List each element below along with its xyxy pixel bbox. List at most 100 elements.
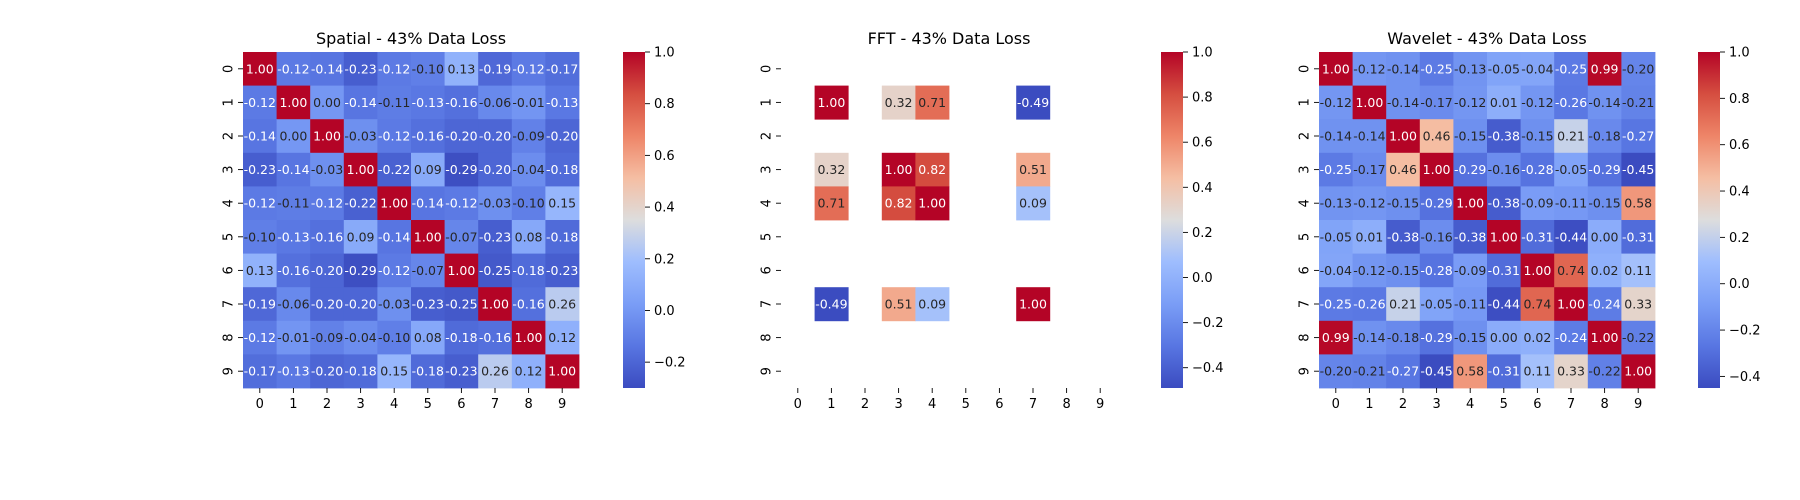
y-tick-label: 3 bbox=[1298, 165, 1313, 173]
x-tick-label: 4 bbox=[928, 397, 936, 412]
cell-value-label: -0.18 bbox=[546, 229, 578, 244]
heatmap-cell bbox=[377, 52, 412, 86]
heatmap-cell bbox=[511, 287, 546, 322]
colorbar-tick-label: 1.0 bbox=[654, 46, 675, 61]
y-tick-label: 6 bbox=[1298, 266, 1313, 274]
cell-value-label: 0.71 bbox=[817, 196, 845, 211]
cell-value-label: -0.23 bbox=[344, 61, 376, 76]
cell-value-label: -0.14 bbox=[277, 162, 309, 177]
colorbar-tick-label: −0.4 bbox=[1192, 361, 1224, 376]
cell-value-label: -0.25 bbox=[479, 263, 511, 278]
cell-value-label: -0.03 bbox=[479, 196, 511, 211]
cell-value-label: -0.04 bbox=[512, 162, 544, 177]
y-tick-label: 1 bbox=[760, 98, 775, 106]
heatmap-cell bbox=[1319, 152, 1353, 187]
y-tick-label: 2 bbox=[1298, 132, 1313, 140]
cell-value-label: -0.23 bbox=[244, 162, 276, 177]
heatmap-cell bbox=[411, 287, 445, 322]
x-tick-label: 7 bbox=[1029, 397, 1037, 412]
heatmap-cell bbox=[1487, 152, 1521, 187]
heatmap-cell bbox=[511, 253, 546, 288]
cell-value-label: 1.00 bbox=[380, 196, 408, 211]
cell-value-label: -0.18 bbox=[412, 364, 444, 379]
heatmap-cell bbox=[377, 220, 412, 254]
heatmap-cell bbox=[343, 320, 378, 355]
cell-value-label: 1.00 bbox=[1624, 364, 1652, 379]
heatmap-cell bbox=[545, 287, 580, 322]
heatmap-cell bbox=[1016, 186, 1051, 221]
cell-value-label: 0.51 bbox=[885, 297, 913, 312]
heatmap-cell bbox=[545, 52, 580, 86]
heatmap-cell bbox=[511, 119, 546, 154]
cell-value-label: -0.44 bbox=[1555, 229, 1587, 244]
heatmap-cell bbox=[411, 85, 445, 120]
heatmap-cell bbox=[444, 52, 479, 86]
heatmap-cell bbox=[1453, 253, 1488, 288]
heatmap-cell bbox=[1587, 287, 1622, 322]
colorbar-tick-label: 0.2 bbox=[654, 252, 675, 267]
heatmap-cell bbox=[511, 354, 546, 389]
heatmap-cell bbox=[1554, 52, 1589, 86]
cell-value-label: 0.00 bbox=[313, 95, 341, 110]
cell-value-label: 0.32 bbox=[817, 162, 845, 177]
x-tick-label: 0 bbox=[1332, 397, 1340, 412]
cell-value-label: -0.16 bbox=[277, 263, 309, 278]
heatmap-cell bbox=[1352, 85, 1387, 120]
cell-value-label: 1.00 bbox=[1423, 162, 1451, 177]
cell-value-label: -0.17 bbox=[244, 364, 276, 379]
cell-value-label: -0.14 bbox=[311, 61, 343, 76]
heatmap-cell bbox=[1386, 152, 1421, 187]
cell-value-label: -0.38 bbox=[1387, 229, 1419, 244]
colorbar-tick-label: 0.4 bbox=[1729, 185, 1750, 200]
cell-value-label: -0.38 bbox=[1488, 129, 1520, 144]
cell-value-label: -0.31 bbox=[1521, 229, 1553, 244]
cell-value-label: -0.45 bbox=[1420, 364, 1452, 379]
heatmap-cell bbox=[411, 253, 445, 288]
cell-value-label: 0.00 bbox=[1591, 229, 1619, 244]
heatmap-cell bbox=[1386, 287, 1421, 322]
heatmap-cell bbox=[1487, 85, 1521, 120]
chart-title: Wavelet - 43% Data Loss bbox=[1387, 29, 1586, 48]
cell-value-label: -0.29 bbox=[344, 263, 376, 278]
cell-value-label: 0.09 bbox=[347, 229, 375, 244]
cell-value-label: -0.03 bbox=[378, 297, 410, 312]
colorbar-tick-label: 0.2 bbox=[1729, 231, 1750, 246]
cell-value-label: -0.22 bbox=[1588, 364, 1620, 379]
cell-value-label: -0.05 bbox=[1488, 61, 1520, 76]
heatmap-cell bbox=[511, 152, 546, 187]
cell-value-label: -0.15 bbox=[1387, 263, 1419, 278]
heatmap-cell bbox=[1520, 152, 1555, 187]
heatmap-cell bbox=[1453, 52, 1488, 86]
heatmap-cell bbox=[1352, 320, 1387, 355]
heatmap-cell bbox=[1016, 152, 1051, 187]
cell-value-label: 0.51 bbox=[1019, 162, 1047, 177]
heatmap-cell bbox=[1587, 52, 1622, 86]
cell-value-label: -0.20 bbox=[311, 263, 343, 278]
cell-value-label: -0.03 bbox=[344, 129, 376, 144]
cell-value-label: -0.27 bbox=[1387, 364, 1419, 379]
heatmap-cell bbox=[377, 354, 412, 389]
heatmap-cell bbox=[1487, 52, 1521, 86]
cell-value-label: -0.49 bbox=[815, 297, 847, 312]
cell-value-label: 0.13 bbox=[246, 263, 274, 278]
heatmap-cell bbox=[343, 52, 378, 86]
heatmap-cell bbox=[1487, 287, 1521, 322]
heatmap-cell bbox=[343, 253, 378, 288]
x-tick-label: 1 bbox=[289, 397, 297, 412]
cell-value-label: 1.00 bbox=[279, 95, 307, 110]
colorbar-tick-label: 0.0 bbox=[1729, 277, 1750, 292]
cell-value-label: 0.74 bbox=[1523, 297, 1551, 312]
cell-value-label: 0.26 bbox=[481, 364, 509, 379]
cell-value-label: 0.15 bbox=[548, 196, 576, 211]
x-tick-label: 8 bbox=[524, 397, 532, 412]
cell-value-label: -0.09 bbox=[512, 129, 544, 144]
heatmap-cell bbox=[1587, 119, 1622, 154]
cell-value-label: 0.99 bbox=[1322, 330, 1350, 345]
cell-value-label: -0.04 bbox=[1521, 61, 1553, 76]
heatmap-cell bbox=[310, 354, 345, 389]
heatmap-cell bbox=[343, 287, 378, 322]
cell-value-label: -0.13 bbox=[546, 95, 578, 110]
cell-value-label: -0.12 bbox=[1521, 95, 1553, 110]
heatmap-cell bbox=[545, 186, 580, 221]
